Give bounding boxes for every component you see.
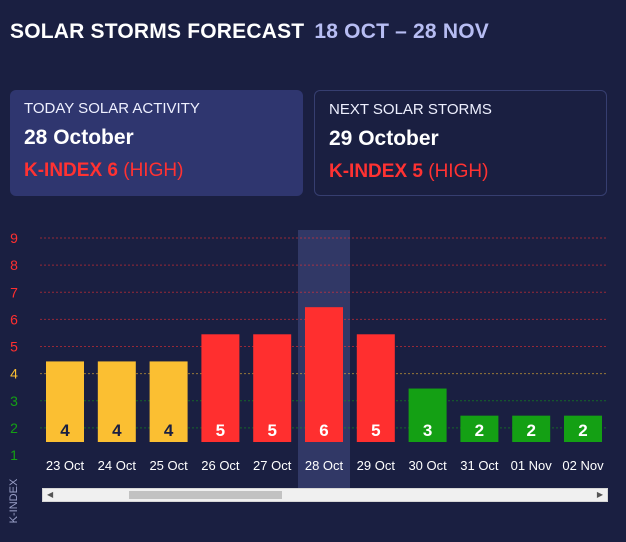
today-date: 28 October	[24, 126, 134, 149]
scroll-right-arrow-icon[interactable]: ▶	[596, 490, 603, 499]
bar-value-label: 6	[319, 421, 328, 440]
x-tick-label: 26 Oct	[201, 458, 240, 473]
page-title: SOLAR STORMS FORECAST 18 OCT – 28 NOV	[10, 20, 489, 44]
y-tick-label: 1	[10, 447, 18, 463]
today-kindex: K-INDEX 6	[24, 160, 118, 181]
next-storms-card: NEXT SOLAR STORMS 29 October K-INDEX 5 (…	[314, 90, 607, 196]
bar-value-label: 2	[475, 421, 484, 440]
bar	[460, 415, 499, 442]
bar	[564, 415, 602, 442]
today-label: TODAY SOLAR ACTIVITY	[24, 100, 200, 117]
bar-value-label: 2	[526, 421, 535, 440]
bar	[97, 361, 136, 442]
bar	[149, 361, 188, 442]
next-kindex-line: K-INDEX 5 (HIGH)	[329, 161, 592, 183]
y-tick-label: 5	[10, 339, 18, 355]
today-activity-card: TODAY SOLAR ACTIVITY 28 October K-INDEX …	[10, 90, 303, 196]
x-tick-label: 02 Nov	[562, 458, 604, 473]
y-tick-label: 8	[10, 257, 18, 273]
x-tick-label: 23 Oct	[46, 458, 85, 473]
date-range: 18 OCT – 28 NOV	[314, 20, 489, 43]
y-tick-label: 4	[10, 366, 18, 382]
y-tick-label: 9	[10, 230, 18, 246]
next-kindex: K-INDEX 5	[329, 161, 423, 182]
chart-scrollbar[interactable]: ◀ ▶	[42, 488, 608, 502]
bar-value-label: 5	[216, 421, 225, 440]
bar-value-label: 5	[371, 421, 380, 440]
x-tick-label: 25 Oct	[149, 458, 188, 473]
bar	[408, 388, 447, 442]
today-level: (HIGH)	[123, 160, 184, 181]
title-text: SOLAR STORMS FORECAST	[10, 20, 305, 43]
x-tick-label: 29 Oct	[357, 458, 396, 473]
bar-value-label: 4	[164, 421, 174, 440]
bar-value-label: 3	[423, 421, 432, 440]
next-date: 29 October	[329, 127, 439, 150]
bar-value-label: 2	[578, 421, 587, 440]
x-tick-label: 27 Oct	[253, 458, 292, 473]
scroll-left-arrow-icon[interactable]: ◀	[47, 490, 54, 499]
x-tick-label: 28 Oct	[305, 458, 344, 473]
y-tick-label: 7	[10, 284, 18, 300]
y-tick-label: 6	[10, 311, 18, 327]
next-level: (HIGH)	[428, 161, 489, 182]
y-axis-title: K-INDEX	[8, 478, 20, 523]
kindex-bar-chart: 1 2 3 4 5 6 7 8 9 4 23 Oct 4 24 Oct 4 25 Oct 5 26 Oct 5 27…	[8, 230, 608, 523]
today-kindex-line: K-INDEX 6 (HIGH)	[24, 160, 289, 182]
bar	[46, 361, 84, 442]
x-tick-label: 31 Oct	[460, 458, 499, 473]
y-tick-label: 2	[10, 420, 18, 436]
next-label: NEXT SOLAR STORMS	[329, 101, 492, 118]
bar-value-label: 4	[60, 421, 70, 440]
scrollbar-thumb[interactable]	[129, 491, 282, 499]
bar	[305, 307, 343, 442]
y-tick-label: 3	[10, 393, 18, 409]
bar	[512, 415, 551, 442]
bar	[201, 334, 240, 442]
bar	[356, 334, 395, 442]
bar-value-label: 4	[112, 421, 122, 440]
x-tick-label: 01 Nov	[511, 458, 553, 473]
bar	[253, 334, 292, 442]
x-tick-label: 30 Oct	[408, 458, 447, 473]
x-tick-label: 24 Oct	[98, 458, 137, 473]
bar-value-label: 5	[267, 421, 276, 440]
